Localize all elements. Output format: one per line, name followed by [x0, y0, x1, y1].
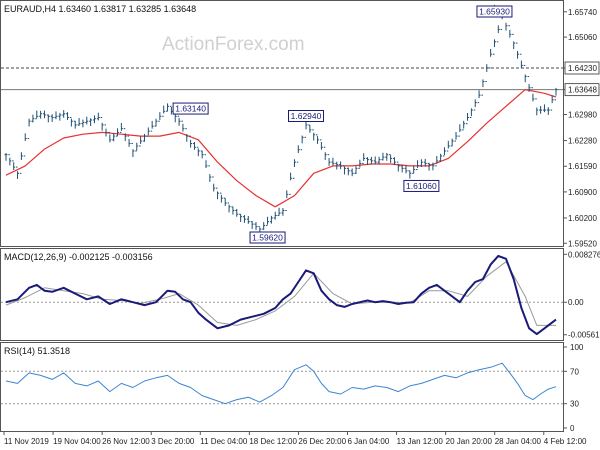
price-label-text: 1.63140 [175, 104, 206, 114]
price-y-tick-label: 1.65740 [568, 8, 597, 17]
price-y-tick-label: 1.64230 [568, 64, 597, 73]
macd-y-tick-label: 0.008276 [568, 250, 600, 259]
price-y-axis: 1.65740 1.65060 1.64230 1.63648 1.62980 1.622… [563, 8, 600, 248]
price-label: 1.62940 [288, 110, 324, 122]
rsi-panel: RSI(14) 51.3518 100 70 30 0 [0, 342, 584, 433]
price-label-text: 1.61060 [406, 181, 437, 191]
macd-signal-series [5, 261, 556, 326]
x-tick-label: 13 Jan 12:00 [397, 437, 444, 446]
rsi-y-tick-label: 30 [570, 400, 579, 409]
price-line [4, 11, 558, 236]
x-tick-label: 4 Feb 12:00 [544, 437, 587, 446]
price-y-tick-label: 1.62980 [568, 111, 597, 120]
price-y-tick-label: 1.62280 [568, 137, 597, 146]
price-label-box [288, 110, 324, 122]
price-y-tick-label: 1.61590 [568, 162, 597, 171]
rsi-panel-frame [0, 342, 564, 432]
macd-signal-line [5, 261, 556, 326]
rsi-title: RSI(14) 51.3518 [4, 346, 70, 356]
ema-line [5, 88, 557, 208]
rsi-line [5, 362, 557, 405]
macd-y-tick-label: -0.00561 [568, 331, 600, 340]
price-y-tick-box [564, 61, 600, 75]
x-tick-label: 18 Dec 12:00 [249, 437, 297, 446]
rsi-y-tick-label: 70 [570, 367, 579, 376]
x-axis: 11 Nov 2019 19 Nov 04:00 26 Nov 12:00 3 Dec… [3, 431, 587, 446]
x-tick-label: 28 Jan 04:00 [495, 437, 542, 446]
watermark: ActionForex.com [162, 34, 305, 55]
price-y-tick-label: 1.60200 [568, 214, 597, 223]
x-tick-label: 26 Nov 12:00 [102, 437, 150, 446]
chart-title: EURAUD,H4 1.63460 1.63817 1.63285 1.6364… [4, 4, 196, 14]
macd-line [5, 254, 557, 336]
rsi-y-tick-label: 0 [570, 424, 575, 433]
x-tick-label: 11 Nov 2019 [4, 437, 49, 446]
price-label: 1.65930 [476, 4, 513, 18]
price-label-box [403, 179, 440, 192]
price-levels [1, 67, 563, 91]
x-tick-label: 6 Jan 04:00 [347, 437, 389, 446]
price-label-box [476, 5, 513, 18]
macd-series [5, 254, 557, 336]
macd-y-tick-label: 0.00 [568, 298, 584, 307]
macd-panel: MACD(12,26,9) -0.002125 -0.003156 0.0082… [0, 248, 600, 341]
rsi-y-axis: 100 70 30 0 [563, 343, 584, 433]
price-panel-frame [0, 0, 564, 247]
price-y-tick-box [564, 83, 600, 97]
price-label: 1.63140 [172, 102, 209, 115]
x-tick-label: 11 Dec 04:00 [200, 437, 248, 446]
price-y-tick-label: 1.65060 [568, 33, 597, 42]
price-y-tick-label: 1.59520 [568, 239, 597, 248]
rsi-levels [1, 370, 563, 405]
x-tick-label: 3 Dec 20:00 [151, 437, 195, 446]
price-label-text: 1.59620 [252, 233, 283, 243]
price-labels: 1.63140 1.59620 1.62940 1.61060 1.65930 [172, 4, 513, 244]
x-tick-label: 20 Jan 20:00 [446, 437, 493, 446]
price-label-box [249, 231, 286, 244]
price-label: 1.59620 [249, 231, 286, 244]
x-tick-label: 26 Dec 20:00 [298, 437, 346, 446]
price-y-tick-label: 1.63648 [568, 86, 597, 95]
rsi-y-tick-label: 100 [570, 343, 584, 352]
price-label: 1.61060 [403, 179, 440, 192]
rsi-series [5, 362, 557, 405]
ema-series [5, 88, 557, 208]
price-label-box [172, 102, 209, 115]
price-panel: EURAUD,H4 1.63460 1.63817 1.63285 1.6364… [0, 0, 600, 248]
x-tick-label: 19 Nov 04:00 [53, 437, 101, 446]
price-label-text: 1.62940 [291, 111, 322, 121]
price-label-text: 1.65930 [479, 7, 510, 17]
price-y-tick-label: 1.60900 [568, 188, 597, 197]
macd-title: MACD(12,26,9) -0.002125 -0.003156 [4, 252, 153, 262]
macd-y-axis: 0.008276 0.00 -0.00561 [563, 250, 600, 340]
